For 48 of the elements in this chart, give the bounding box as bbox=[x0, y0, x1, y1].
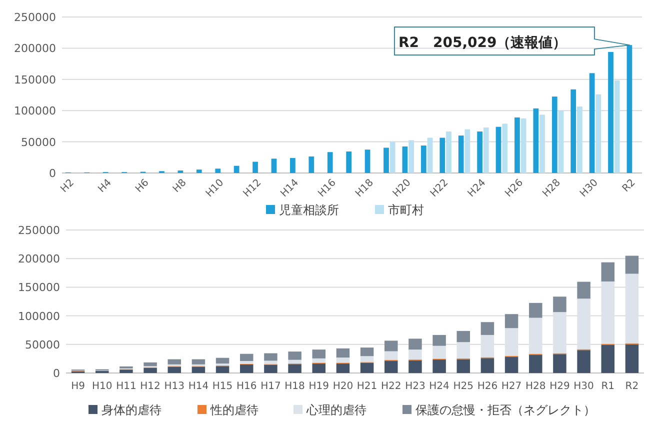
y-tick-label: 150000 bbox=[14, 73, 56, 86]
y-tick-label: 250000 bbox=[18, 224, 60, 237]
legend-label: 保護の怠慢・拒否（ネグレクト） bbox=[416, 403, 596, 417]
y-tick-label: 100000 bbox=[14, 104, 56, 118]
y-tick-label: 100000 bbox=[18, 310, 60, 323]
x-tick-label: H27 bbox=[501, 381, 522, 392]
x-tick-label: H28 bbox=[526, 381, 546, 392]
x-tick-label: H20 bbox=[332, 381, 354, 392]
x-tick-label: H22 bbox=[381, 381, 402, 392]
x-tick-label: H25 bbox=[453, 381, 474, 392]
x-tick-label: H12 bbox=[140, 381, 160, 392]
x-tick-label: H2 bbox=[58, 177, 76, 195]
y-tick-label: 50000 bbox=[21, 136, 56, 149]
x-tick-label: H16 bbox=[236, 381, 257, 392]
y-tick-label: 50000 bbox=[25, 338, 60, 352]
y-tick-label: 250000 bbox=[14, 11, 56, 24]
x-tick-label: H4 bbox=[96, 177, 114, 195]
x-tick-label: R1 bbox=[601, 381, 615, 392]
x-tick-label: H17 bbox=[260, 381, 281, 392]
x-tick-label: H15 bbox=[212, 381, 233, 392]
x-tick-label: H23 bbox=[405, 381, 426, 392]
annotation: R2 205,029（速報値） bbox=[398, 35, 567, 52]
x-tick-label: H21 bbox=[356, 381, 378, 392]
x-tick-label: R2 bbox=[625, 381, 639, 392]
x-tick-label: H19 bbox=[308, 381, 329, 392]
x-tick-label: H18 bbox=[284, 381, 305, 392]
x-tick-label: H13 bbox=[164, 381, 184, 392]
legend-label: 市町村 bbox=[388, 203, 424, 217]
legend-label: 児童相談所 bbox=[279, 203, 339, 217]
x-tick-label: R2 bbox=[620, 177, 638, 195]
x-tick-label: H10 bbox=[92, 381, 112, 392]
legend-label: 身体的虐待 bbox=[102, 403, 162, 417]
x-tick-label: H8 bbox=[171, 177, 189, 195]
y-tick-label: 0 bbox=[53, 367, 60, 380]
x-tick-label: H24 bbox=[429, 381, 450, 392]
y-tick-label: 150000 bbox=[18, 281, 60, 294]
x-tick-label: H9 bbox=[71, 381, 85, 392]
x-tick-label: H30 bbox=[574, 381, 594, 392]
y-tick-label: 200000 bbox=[18, 252, 60, 266]
x-tick-label: H29 bbox=[550, 381, 570, 392]
y-tick-label: 200000 bbox=[14, 42, 56, 56]
x-tick-label: H11 bbox=[116, 381, 136, 392]
x-tick-label: H14 bbox=[188, 381, 209, 392]
x-tick-label: H26 bbox=[477, 381, 498, 392]
x-tick-label: H6 bbox=[134, 177, 152, 195]
legend-label: 性的虐待 bbox=[210, 403, 258, 417]
legend-label: 心理的虐待 bbox=[306, 403, 366, 417]
y-tick-label: 0 bbox=[49, 167, 56, 180]
